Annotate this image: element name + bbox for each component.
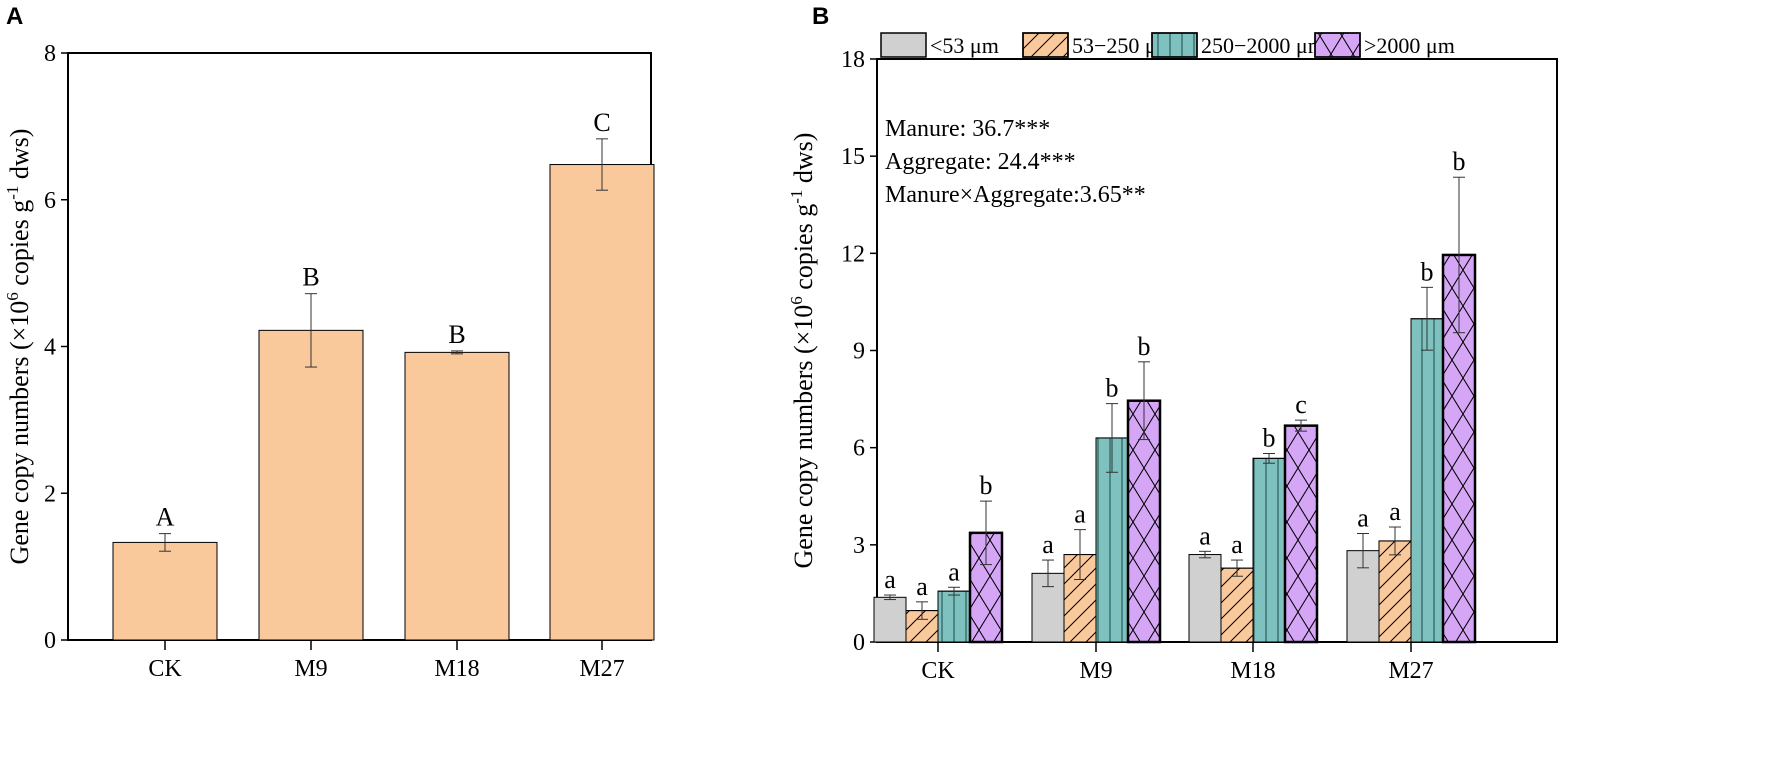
bar-pattern (1252, 457, 1286, 643)
y-axis-label: Gene copy numbers (×106 copies g-1 dws) (787, 133, 818, 569)
significance-letter: a (916, 572, 928, 601)
legend-item: 250−2000 μm (1151, 32, 1325, 58)
significance-letter: b (1421, 257, 1434, 286)
x-tick-label: M27 (1388, 658, 1433, 684)
bar-CK (112, 541, 218, 641)
y-label-text: Gene copy numbers (×10 (5, 301, 34, 565)
y-tick-label: 0 (44, 628, 56, 654)
bar-CK-series-0 (873, 596, 907, 643)
x-tick-label: M27 (579, 656, 624, 682)
x-tick-label: M18 (434, 656, 479, 682)
y-tick-label: 6 (853, 436, 865, 462)
bar-M9 (258, 329, 364, 641)
statistics-annotation: Aggregate: 24.4*** (885, 149, 1076, 175)
y-axis-label: Gene copy numbers (×106 copies g-1 dws) (3, 129, 34, 565)
y-label-text: dws) (789, 133, 818, 190)
legend-swatch (880, 32, 927, 58)
y-tick-label: 18 (841, 47, 865, 73)
bar-pattern (1220, 567, 1254, 643)
legend-swatch-pattern (1022, 32, 1069, 58)
bar-pattern (937, 590, 971, 643)
legend-swatch-pattern (1151, 32, 1198, 58)
significance-letter: C (593, 108, 610, 137)
y-tick-label: 12 (841, 241, 865, 267)
y-label-sup: 6 (787, 296, 806, 305)
significance-letter: b (1263, 423, 1276, 452)
y-tick-label: 9 (853, 339, 865, 365)
significance-letter: a (1231, 530, 1243, 559)
panel-label-a: A (6, 3, 23, 30)
y-tick-label: 4 (44, 335, 56, 361)
y-tick-label: 2 (44, 481, 56, 507)
y-tick-label: 6 (44, 188, 56, 214)
bar-pattern (1410, 318, 1444, 643)
x-tick-label: CK (148, 656, 182, 682)
bar-M18-series-0 (1188, 554, 1222, 643)
y-label-sup: -1 (787, 190, 806, 204)
significance-letter: a (884, 565, 896, 594)
legend-swatch-pattern (1314, 32, 1361, 58)
significance-letter: b (1138, 332, 1151, 361)
significance-letter: a (1042, 530, 1054, 559)
bar-M27 (549, 164, 655, 641)
significance-letter: c (1295, 390, 1307, 419)
bar-pattern (1378, 540, 1412, 643)
legend-item: >2000 μm (1314, 32, 1455, 58)
significance-letter: b (1453, 147, 1466, 176)
y-label-text: Gene copy numbers (×10 (789, 305, 818, 569)
legend-label: 250−2000 μm (1201, 33, 1325, 58)
x-tick-label: M18 (1230, 658, 1275, 684)
y-tick-label: 15 (841, 144, 865, 170)
significance-letter: B (448, 320, 465, 349)
statistics-annotation: Manure×Aggregate:3.65** (885, 182, 1146, 208)
legend-label: <53 μm (930, 33, 999, 58)
significance-letter: a (1389, 497, 1401, 526)
significance-letter: A (156, 503, 175, 532)
y-label-text: copies g (789, 204, 818, 296)
y-label-sup: -1 (3, 186, 22, 200)
bar-M18 (404, 351, 510, 641)
legend-label: >2000 μm (1364, 33, 1455, 58)
bar-pattern (1283, 424, 1319, 644)
significance-letter: b (1106, 374, 1119, 403)
statistics-annotation: Manure: 36.7*** (885, 116, 1050, 142)
x-tick-label: M9 (1079, 658, 1112, 684)
y-label-sup: 6 (3, 292, 22, 301)
chart-b: 0 3 6 9 12 15 18 CK M9 M18 M27 Gene copy numbers (×… (787, 32, 1558, 684)
significance-letter: B (302, 263, 319, 292)
significance-letter: a (1199, 521, 1211, 550)
bar-pattern (1126, 399, 1162, 644)
y-tick-label: 0 (853, 630, 865, 656)
x-tick-label: M9 (294, 656, 327, 682)
y-tick-label: 8 (44, 41, 56, 67)
significance-letter: a (1074, 500, 1086, 529)
significance-letter: a (1357, 503, 1369, 532)
y-tick-label: 3 (853, 533, 865, 559)
significance-letter: b (980, 471, 993, 500)
panel-label-b: B (812, 3, 829, 30)
legend-item: 53−250 μm (1022, 32, 1174, 58)
x-tick-label: CK (921, 658, 955, 684)
significance-letter: a (948, 557, 960, 586)
legend-item: <53 μm (880, 32, 999, 58)
y-label-text: dws) (5, 129, 34, 186)
y-label-text: copies g (5, 200, 34, 292)
